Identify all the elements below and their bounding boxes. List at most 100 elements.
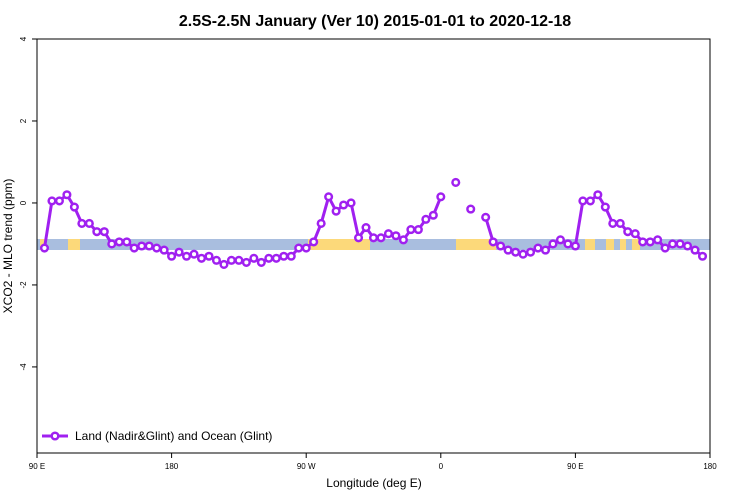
data-point [555, 235, 565, 245]
data-point [309, 237, 319, 247]
data-point [144, 241, 154, 251]
data-point [249, 253, 259, 263]
data-point [511, 247, 521, 257]
plot-frame [36, 38, 711, 454]
ocean-band [37, 239, 710, 250]
y-tick-label: 0 [19, 200, 28, 205]
data-point [129, 243, 139, 253]
data-point [152, 243, 162, 253]
data-point [286, 251, 296, 261]
x-tick-label: 0 [439, 462, 444, 471]
data-point [578, 196, 588, 206]
data-point [84, 218, 94, 229]
data-point [174, 247, 184, 257]
data-point [122, 237, 132, 247]
data-point [668, 239, 678, 249]
data-point [563, 239, 573, 249]
data-point [653, 235, 663, 245]
y-tick-label: -4 [19, 363, 28, 371]
data-point [301, 243, 311, 253]
data-point [211, 255, 222, 265]
data-point [279, 251, 289, 261]
x-tick-label: 90 E [567, 462, 583, 471]
data-point [331, 206, 341, 216]
data-point [271, 253, 281, 263]
land-band [585, 239, 595, 250]
data-point [241, 257, 251, 267]
data-point [585, 196, 595, 206]
data-point [368, 233, 379, 243]
x-tick-label: 90 W [297, 462, 316, 471]
x-tick-label: 180 [165, 462, 179, 471]
data-point [196, 253, 207, 263]
data-point [324, 192, 334, 202]
x-tick-label: 90 E [29, 462, 45, 471]
data-point [376, 233, 386, 243]
data-point [421, 214, 431, 224]
data-point [466, 204, 476, 214]
data-point [204, 251, 214, 261]
data-point [413, 225, 423, 235]
data-point [645, 237, 655, 247]
land-band [456, 239, 496, 250]
data-point [608, 218, 618, 229]
data-point [548, 239, 558, 249]
land-band [68, 239, 80, 250]
data-point [107, 239, 117, 249]
data-point [428, 210, 438, 220]
data-point [406, 225, 416, 235]
data-point [234, 255, 244, 265]
data-point [660, 243, 670, 253]
data-point [69, 202, 79, 212]
data-point [39, 243, 50, 253]
data-point [346, 198, 356, 208]
data-point [525, 247, 536, 257]
data-point [353, 233, 364, 243]
data-point [600, 202, 610, 212]
data-point [114, 237, 124, 247]
data-point [189, 249, 199, 259]
data-point [451, 177, 461, 188]
data-point [540, 245, 551, 255]
y-tick-label: -2 [19, 281, 28, 289]
data-point [62, 190, 72, 200]
data-point [294, 243, 304, 253]
y-tick-label: 2 [19, 118, 28, 123]
data-point [383, 229, 394, 239]
data-point [481, 212, 491, 222]
data-point [593, 190, 603, 200]
data-point [47, 196, 57, 206]
data-point [436, 192, 446, 202]
land-band [632, 239, 640, 250]
y-axis-label: XCO2 - MLO trend (ppm) [1, 179, 15, 314]
data-point [570, 241, 580, 251]
data-point [623, 227, 633, 237]
data-point [226, 255, 236, 265]
land-band [620, 239, 626, 250]
data-point [683, 241, 693, 251]
data-point [54, 196, 64, 206]
legend-label: Land (Nadir&Glint) and Ocean (Glint) [75, 429, 272, 443]
data-point [391, 231, 401, 241]
data-point [488, 237, 498, 247]
data-point [167, 251, 177, 261]
x-tick-label: 180 [703, 462, 717, 471]
land-band [606, 239, 614, 250]
data-point [690, 245, 700, 255]
data-point [496, 241, 506, 251]
data-point [398, 235, 408, 245]
data-point [316, 218, 326, 229]
chart-title: 2.5S-2.5N January (Ver 10) 2015-01-01 to… [179, 13, 571, 30]
data-point [615, 218, 625, 229]
data-point [339, 200, 349, 210]
data-point [675, 239, 685, 249]
data-point [92, 227, 102, 237]
land-band [308, 239, 370, 250]
legend-marker [50, 431, 60, 441]
data-point [518, 249, 528, 259]
data-point [264, 253, 274, 263]
data-point [361, 223, 371, 233]
data-point [137, 241, 147, 251]
data-point [99, 227, 109, 237]
